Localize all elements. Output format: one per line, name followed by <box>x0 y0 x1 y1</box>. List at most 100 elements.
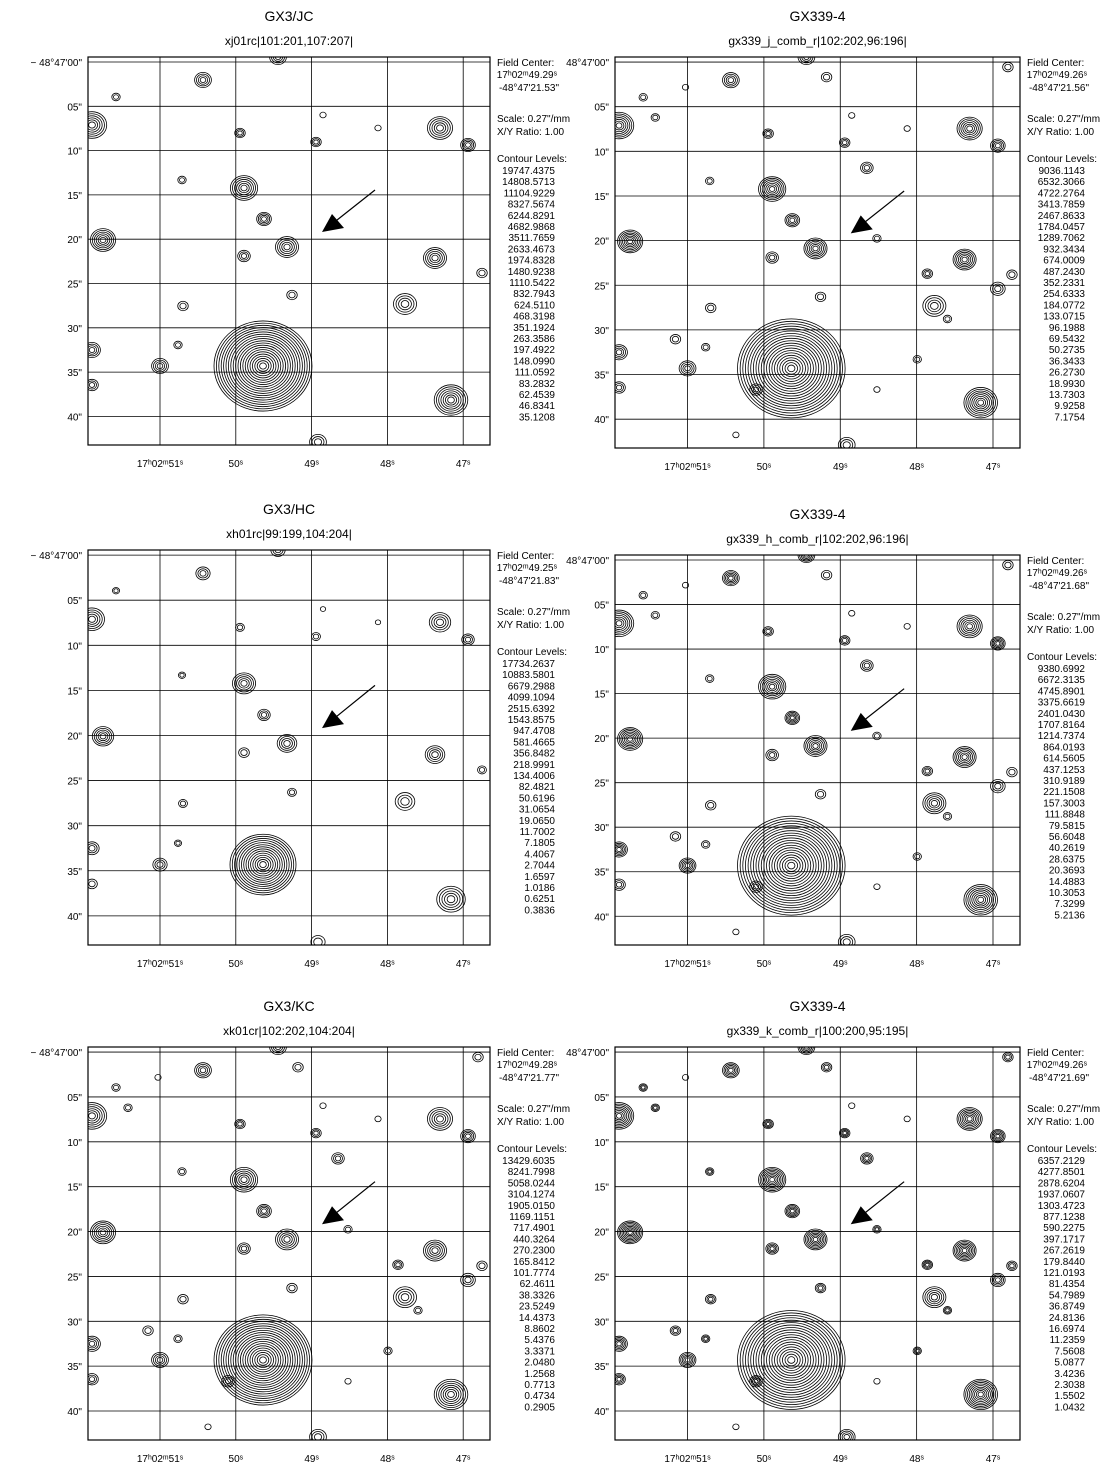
contour-level: 3.3371 <box>524 1346 555 1357</box>
contour <box>464 1276 472 1284</box>
contour <box>615 878 626 891</box>
contour <box>237 1336 289 1384</box>
contour-level: 54.7989 <box>1049 1290 1086 1301</box>
contour <box>615 344 628 361</box>
contour <box>436 1380 466 1408</box>
contour-level: 1937.0607 <box>1038 1190 1086 1201</box>
x-tick-label: 50ˢ <box>757 1454 772 1465</box>
contour <box>766 1174 779 1186</box>
contour <box>702 344 709 350</box>
contour <box>256 1204 272 1219</box>
contour <box>254 358 272 374</box>
contour <box>88 615 96 623</box>
contour <box>156 363 164 369</box>
contour <box>1004 561 1012 569</box>
y-tick-label: 20" <box>594 734 609 745</box>
contour <box>413 1306 423 1315</box>
contour <box>975 397 987 408</box>
contour-level: 4682.9868 <box>508 222 556 233</box>
contour <box>959 255 970 264</box>
contour <box>90 1220 117 1245</box>
contour <box>88 1373 99 1386</box>
contour <box>1004 63 1012 71</box>
contour-level: 36.8749 <box>1049 1302 1086 1313</box>
contour <box>433 384 469 416</box>
contour <box>860 1152 874 1165</box>
contour <box>259 710 269 720</box>
contour <box>944 813 951 820</box>
contour <box>249 353 277 379</box>
contour <box>921 268 933 279</box>
contour <box>97 235 109 245</box>
contour-level: 11.7002 <box>520 827 556 838</box>
contour <box>245 848 281 881</box>
contour <box>760 1331 822 1389</box>
ratio: X/Y Ratio: 1.00 <box>497 620 565 631</box>
contour <box>196 1063 210 1077</box>
contour <box>823 571 831 579</box>
contour-level: 96.1988 <box>1049 323 1086 334</box>
contour <box>705 176 715 186</box>
contour <box>758 1166 787 1193</box>
contour <box>739 818 843 914</box>
contour <box>236 180 252 196</box>
contour <box>957 1243 972 1258</box>
contour <box>235 129 245 137</box>
contour-level: 8241.7998 <box>508 1167 556 1178</box>
y-tick-label: 25" <box>594 281 609 292</box>
contour <box>250 852 276 877</box>
y-tick-label: 40" <box>67 1407 82 1418</box>
contour <box>88 878 98 890</box>
contour <box>761 1169 784 1190</box>
contour-level: 437.1253 <box>1043 765 1085 776</box>
contour <box>88 1376 96 1383</box>
contour <box>440 390 462 410</box>
contour <box>842 140 848 146</box>
contour <box>194 72 212 89</box>
y-tick-label: 10" <box>594 1138 609 1149</box>
contour <box>95 729 111 743</box>
y-tick-label: 35" <box>67 1362 82 1373</box>
contour <box>618 231 642 252</box>
contour <box>764 1172 780 1187</box>
contour <box>279 1232 295 1247</box>
contour <box>1006 269 1018 280</box>
contour-label: Contour Levels: <box>1027 652 1097 663</box>
contour <box>776 1346 806 1374</box>
contour <box>766 842 817 889</box>
contour <box>615 1105 631 1127</box>
contour <box>680 858 695 873</box>
contour-level: 7.1754 <box>1054 412 1085 423</box>
contour <box>942 314 953 324</box>
contour <box>319 1102 327 1109</box>
contour <box>840 138 849 147</box>
contour <box>88 121 96 129</box>
contour <box>429 1109 451 1129</box>
contour <box>921 765 933 777</box>
field-center-ra: 17ʰ02ᵐ49.26ˢ <box>1027 568 1088 579</box>
contour <box>669 1325 682 1336</box>
contour <box>279 239 295 255</box>
contour <box>930 1293 938 1301</box>
contour <box>960 120 979 137</box>
contour-level: 14808.5713 <box>502 177 555 188</box>
y-tick-label: 40" <box>594 415 609 426</box>
contour <box>230 335 296 397</box>
contour <box>671 833 679 840</box>
contour <box>763 678 781 695</box>
contour <box>478 269 486 277</box>
contour <box>992 638 1003 649</box>
contour <box>962 619 977 633</box>
contour <box>922 295 947 317</box>
contour <box>994 782 1002 790</box>
contour <box>765 182 779 196</box>
contour <box>860 161 874 174</box>
contour <box>616 1113 623 1119</box>
contour <box>774 849 809 882</box>
contour <box>254 856 272 873</box>
contour <box>678 360 697 377</box>
y-tick-label: 15" <box>594 1183 609 1194</box>
y-tick-label: 20" <box>67 1228 82 1239</box>
contour-level: 1480.9238 <box>508 267 556 278</box>
contour <box>319 111 327 119</box>
